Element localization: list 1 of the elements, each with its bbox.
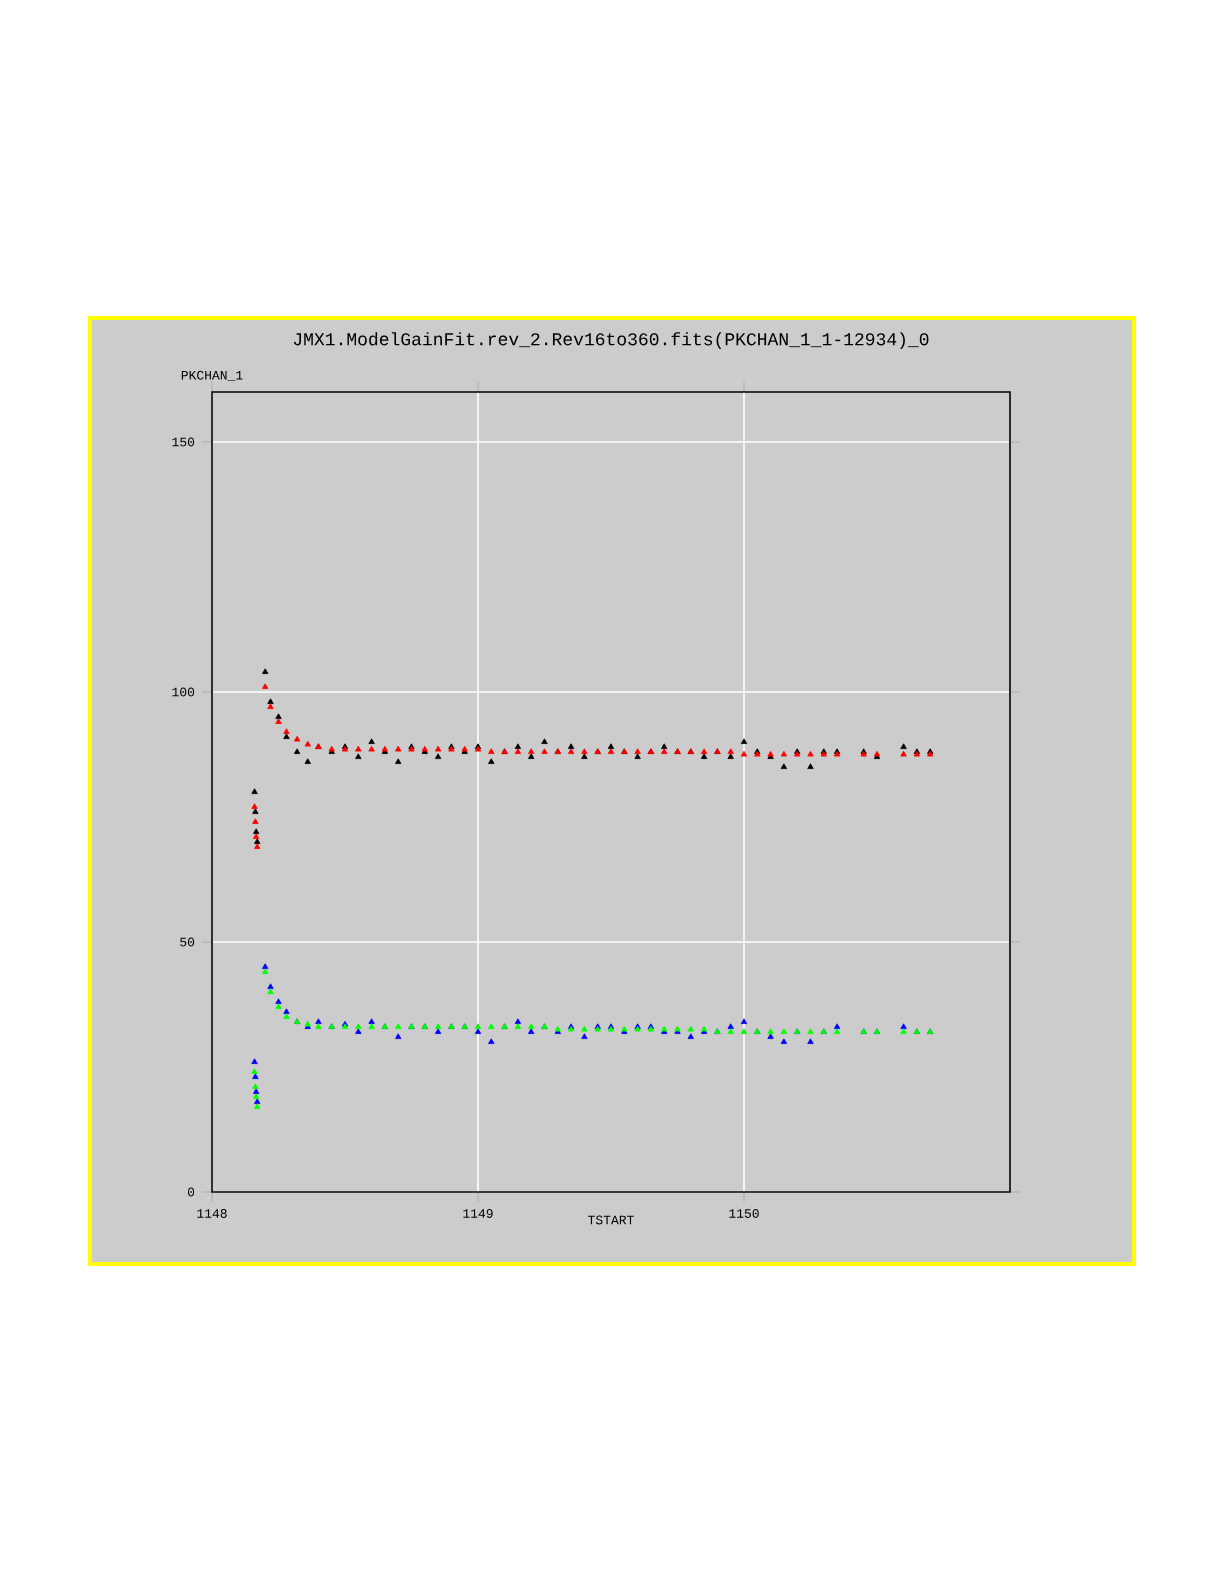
chart-title: JMX1.ModelGainFit.rev_2.Rev16to360.fits(PKCHAN_1_1-12934)_0 (293, 332, 929, 349)
